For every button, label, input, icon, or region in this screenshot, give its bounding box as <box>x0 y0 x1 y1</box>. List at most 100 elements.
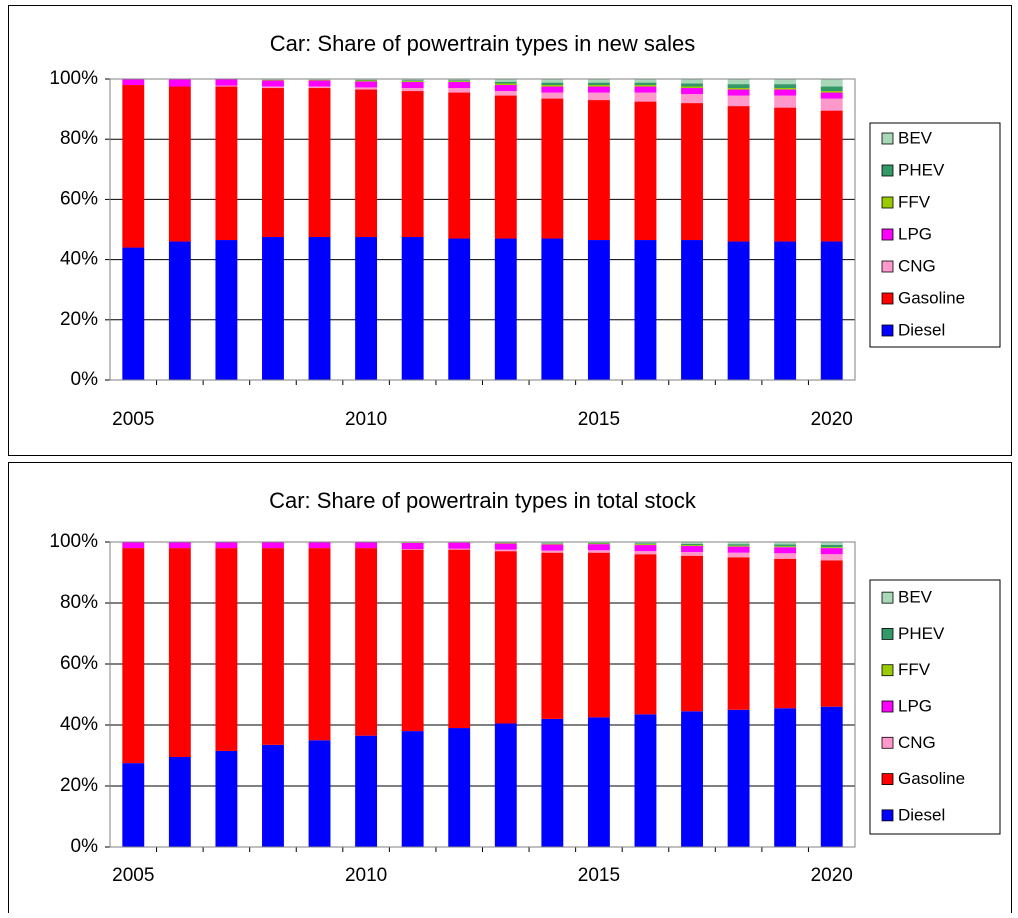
bar-segment <box>774 108 796 242</box>
y-tick-label: 80% <box>60 128 98 149</box>
bar-segment <box>635 93 657 102</box>
bar-segment <box>122 763 144 847</box>
bar-segment <box>588 240 610 380</box>
bar-segment <box>541 551 563 553</box>
bar-segment <box>588 85 610 87</box>
bar-segment <box>355 87 377 89</box>
bar-segment <box>774 88 796 90</box>
bar-segment <box>821 545 843 547</box>
bar-segment <box>588 717 610 847</box>
legend-label: Gasoline <box>898 288 965 307</box>
bar-segment <box>541 544 563 550</box>
legend-swatch <box>882 592 893 603</box>
legend-label: CNG <box>898 256 936 275</box>
bar-segment <box>774 79 796 84</box>
bar-segment <box>635 102 657 240</box>
legend-swatch <box>882 293 893 304</box>
bar-segment <box>495 543 517 544</box>
x-tick-label: 2005 <box>112 409 154 430</box>
y-tick-label: 40% <box>60 714 98 735</box>
y-tick-label: 20% <box>60 309 98 330</box>
bar-segment <box>774 553 796 558</box>
bar-segment <box>774 242 796 380</box>
bar-segment <box>215 79 237 86</box>
bar-segment <box>495 723 517 847</box>
bar-segment <box>821 87 843 92</box>
y-tick-label: 20% <box>60 775 98 796</box>
x-tick-label: 2015 <box>578 865 620 886</box>
bar-segment <box>728 79 750 84</box>
y-tick-label: 0% <box>71 369 99 390</box>
bar-segment <box>262 80 284 81</box>
bar-segment <box>541 719 563 847</box>
legend-label: Gasoline <box>898 769 965 788</box>
bar-segment <box>681 545 703 546</box>
bar-segment <box>169 757 191 847</box>
bar-segment <box>169 87 191 242</box>
bar-segment <box>635 551 657 554</box>
y-tick-label: 80% <box>60 592 98 613</box>
bar-segment <box>448 550 470 728</box>
y-tick-label: 0% <box>71 836 99 857</box>
bar-segment <box>588 83 610 85</box>
bar-segment <box>541 79 563 83</box>
x-tick-label: 2010 <box>345 409 387 430</box>
bar-segment <box>635 543 657 544</box>
x-tick-label: 2005 <box>112 865 154 886</box>
legend-swatch <box>882 133 893 144</box>
bar-segment <box>495 550 517 552</box>
legend-swatch <box>882 325 893 336</box>
bar-segment <box>821 560 843 706</box>
bar-segment <box>495 96 517 239</box>
legend-label: BEV <box>898 588 933 607</box>
bar-segment <box>355 237 377 380</box>
bar-segment <box>169 242 191 380</box>
bar-segment <box>774 546 796 547</box>
bar-segment <box>402 543 424 549</box>
bar-segment <box>588 87 610 93</box>
bar-segment <box>215 240 237 380</box>
bar-segment <box>541 543 563 544</box>
bar-segment <box>681 711 703 847</box>
bar-segment <box>635 240 657 380</box>
bar-segment <box>169 548 191 757</box>
bar-segment <box>495 551 517 723</box>
bar-segment <box>262 88 284 237</box>
bar-segment <box>448 81 470 82</box>
bar-segment <box>774 708 796 847</box>
bar-segment <box>262 87 284 89</box>
legend-label: PHEV <box>898 160 945 179</box>
bar-segment <box>495 239 517 380</box>
bar-segment <box>402 549 424 550</box>
bar-segment <box>309 81 331 87</box>
bar-segment <box>681 552 703 556</box>
bar-segment <box>728 242 750 380</box>
bar-segment <box>728 546 750 547</box>
bar-segment <box>495 84 517 86</box>
legend-swatch <box>882 197 893 208</box>
bar-segment <box>402 88 424 91</box>
bar-segment <box>635 87 657 93</box>
bar-segment <box>309 542 331 548</box>
bar-segment <box>774 96 796 108</box>
legend-swatch <box>882 229 893 240</box>
legend-label: PHEV <box>898 624 945 643</box>
bar-segment <box>635 714 657 847</box>
bar-segment <box>355 80 377 81</box>
bar-segment <box>821 79 843 87</box>
bar-segment <box>821 548 843 554</box>
bar-segment <box>495 544 517 550</box>
bar-segment <box>355 81 377 87</box>
bar-segment <box>635 545 657 551</box>
bar-segment <box>821 99 843 111</box>
bar-segment <box>541 553 563 719</box>
y-tick-label: 60% <box>60 188 98 209</box>
legend-label: BEV <box>898 128 933 147</box>
bar-segment <box>821 93 843 99</box>
bar-segment <box>355 90 377 237</box>
bar-segment <box>728 547 750 553</box>
bar-segment <box>262 81 284 87</box>
bar-segment <box>774 90 796 96</box>
bar-segment <box>122 542 144 548</box>
